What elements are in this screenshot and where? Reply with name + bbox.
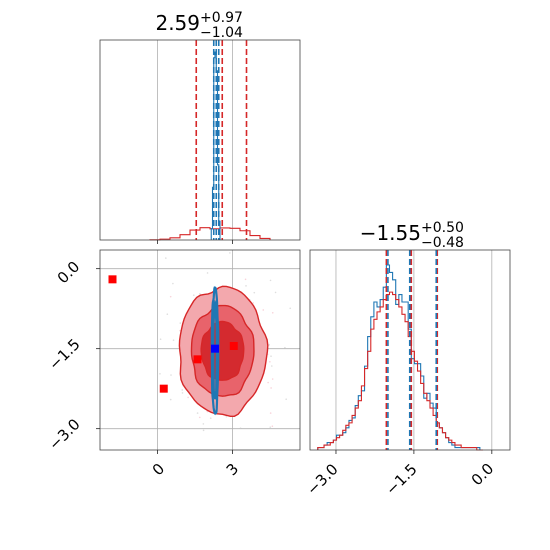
hist1-axes-frame bbox=[99, 39, 301, 241]
hist1-title-median: 2.59 bbox=[155, 11, 200, 35]
density-scatter-point bbox=[169, 295, 172, 298]
density-ytick-label-0: 0.0 bbox=[54, 258, 84, 288]
density-scatter-point bbox=[245, 285, 247, 287]
density-scatter-point bbox=[274, 291, 277, 294]
density-scatter-point bbox=[196, 412, 199, 414]
hist-panel-param-2: −1.55 +0.50 −0.48 −3.0 −1.5 0.0 bbox=[303, 220, 511, 499]
density-scatter-point bbox=[285, 398, 287, 401]
density-scatter-point bbox=[239, 427, 242, 429]
density-scatter-point bbox=[270, 387, 272, 389]
density-scatter-point bbox=[166, 313, 169, 316]
density-scatter-point bbox=[253, 291, 256, 294]
hist2-title-plus: +0.50 bbox=[421, 220, 464, 236]
hist-panel-param-1: 2.59 +0.97 −1.04 bbox=[99, 10, 301, 244]
hist1-title-plus: +0.97 bbox=[200, 10, 243, 26]
hist1-x-ticks bbox=[157, 240, 233, 244]
hist2-series-blue-bars bbox=[317, 264, 483, 451]
density-scatter-point bbox=[271, 311, 274, 314]
density-scatter-point bbox=[267, 381, 269, 384]
density-scatter-point bbox=[209, 417, 212, 419]
density-scatter-point bbox=[269, 360, 271, 363]
density-scatter-point bbox=[206, 272, 209, 274]
density-scatter-point bbox=[269, 279, 272, 282]
density-scatter-point bbox=[262, 309, 265, 311]
density-scatter-point bbox=[179, 322, 182, 324]
hist1-gridlines bbox=[157, 40, 233, 240]
density-xtick-label-0: 0 bbox=[149, 460, 168, 479]
hist1-series-group bbox=[149, 51, 271, 241]
density-red-contours bbox=[178, 285, 269, 418]
density-axes-frame bbox=[99, 249, 301, 451]
density-scatter-point bbox=[268, 344, 270, 346]
density-scatter-point bbox=[244, 278, 247, 281]
density-scatter-point bbox=[179, 329, 181, 332]
density-ytick-label-1: −1.5 bbox=[45, 335, 83, 373]
density-panel-param-1-vs-2: 0.0 −1.5 −3.0 0 3 bbox=[45, 245, 331, 479]
hist1-series-red-bars bbox=[149, 227, 271, 241]
density-scatter-point bbox=[271, 425, 274, 427]
density-scatter-point bbox=[199, 292, 201, 295]
density-scatter-point bbox=[269, 426, 272, 428]
density-scatter-point bbox=[270, 355, 272, 357]
hist2-xtick-label-1: −1.5 bbox=[382, 460, 420, 498]
density-scatter-point bbox=[284, 346, 286, 349]
hist2-axes-frame bbox=[309, 249, 511, 451]
density-red-marker-2 bbox=[193, 355, 202, 364]
density-scatter-point bbox=[159, 338, 162, 341]
density-scatter-point bbox=[202, 429, 205, 432]
density-scatter-point bbox=[147, 462, 149, 464]
density-scatter-point bbox=[198, 416, 201, 419]
density-red-marker-0 bbox=[108, 275, 117, 284]
hist2-xtick-label-2: 0.0 bbox=[468, 460, 498, 490]
density-scatter-point bbox=[187, 396, 189, 399]
density-scatter-point bbox=[169, 398, 172, 401]
hist2-series-red-bars bbox=[317, 291, 483, 451]
density-markers bbox=[108, 275, 238, 393]
density-scatter-point bbox=[207, 245, 209, 247]
density-scatter-point bbox=[181, 392, 184, 394]
density-ticks bbox=[96, 268, 233, 454]
density-scatter-point bbox=[271, 365, 273, 367]
density-blue-marker-0 bbox=[211, 344, 219, 353]
density-scatter-point bbox=[181, 389, 184, 391]
hist2-gridlines bbox=[335, 250, 493, 450]
density-scatter-point bbox=[172, 282, 174, 285]
density-scatter-point bbox=[289, 307, 292, 310]
hist2-series-group bbox=[317, 264, 483, 451]
hist2-title-minus: −0.48 bbox=[421, 235, 464, 251]
density-scatter-point bbox=[172, 339, 175, 341]
density-scatter-point bbox=[159, 373, 161, 375]
density-scatter-point bbox=[165, 257, 167, 259]
density-red-marker-3 bbox=[229, 342, 238, 350]
density-scatter-point bbox=[271, 378, 274, 380]
density-scatter-point bbox=[225, 415, 228, 418]
density-scatter-point bbox=[192, 294, 195, 296]
hist2-x-ticks bbox=[335, 450, 493, 454]
density-scatter-point bbox=[229, 252, 231, 254]
density-ytick-label-2: −3.0 bbox=[45, 415, 83, 453]
density-scatter-point bbox=[170, 374, 172, 376]
hist2-quantile-lines bbox=[385, 250, 439, 450]
density-scatter-point bbox=[329, 338, 331, 340]
hist2-xtick-label-0: −3.0 bbox=[303, 460, 341, 498]
density-red-marker-1 bbox=[159, 384, 168, 393]
hist2-title-median: −1.55 bbox=[360, 221, 421, 245]
density-xtick-label-1: 3 bbox=[223, 460, 242, 479]
density-scatter-point bbox=[202, 423, 205, 425]
density-scatter-point bbox=[269, 412, 272, 414]
hist1-title-minus: −1.04 bbox=[200, 25, 243, 41]
density-scatter-point bbox=[252, 302, 254, 304]
hist1-quantile-lines bbox=[195, 40, 248, 240]
